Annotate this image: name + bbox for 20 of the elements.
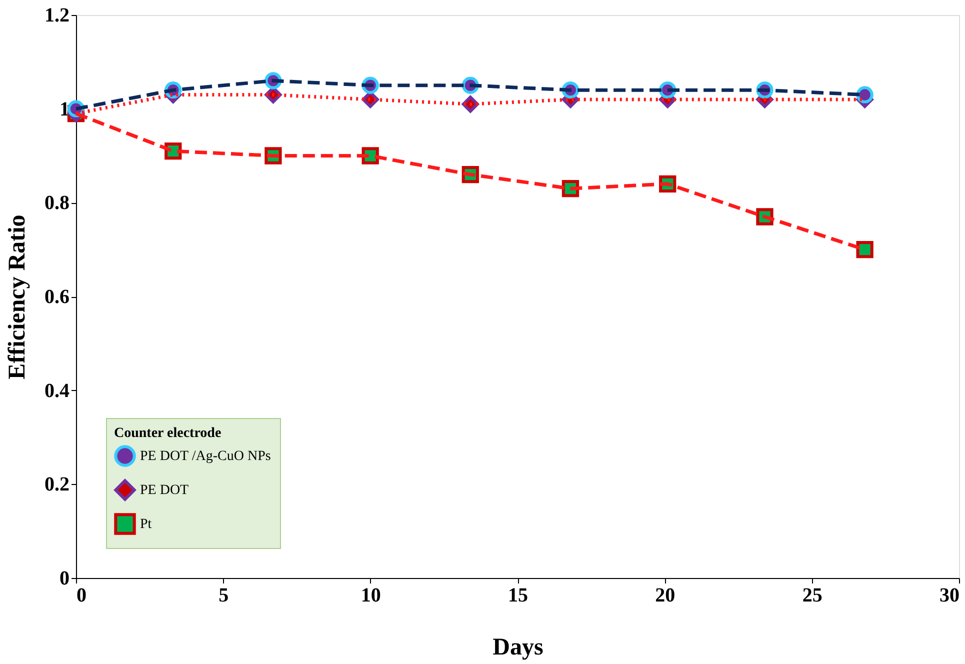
y-tick-label: 1 bbox=[60, 98, 70, 120]
legend-label: Pt bbox=[140, 517, 152, 532]
y-tick-label: 0.6 bbox=[44, 286, 70, 308]
x-tick-label: 5 bbox=[218, 584, 229, 606]
x-tick-label: 0 bbox=[76, 584, 86, 606]
legend-label: PE DOT /Ag-CuO NPs bbox=[140, 449, 271, 464]
y-tick-label: 1.2 bbox=[44, 4, 70, 26]
x-tick-label: 15 bbox=[508, 584, 528, 606]
x-axis-title: Days bbox=[492, 634, 544, 660]
x-tick-label: 20 bbox=[655, 584, 676, 606]
y-tick-label: 0.2 bbox=[44, 474, 70, 496]
x-tick-label: 30 bbox=[940, 584, 960, 606]
y-tick-label: 0 bbox=[60, 568, 70, 590]
y-tick-label: 0.8 bbox=[44, 192, 70, 214]
y-axis-title: Efficiency Ratio bbox=[4, 214, 30, 380]
legend-title: Counter electrode bbox=[114, 426, 222, 441]
y-tick-label: 0.4 bbox=[44, 380, 70, 402]
x-tick-label: 25 bbox=[802, 584, 822, 606]
x-tick-label: 10 bbox=[360, 584, 381, 606]
legend-label: PE DOT bbox=[140, 483, 190, 498]
